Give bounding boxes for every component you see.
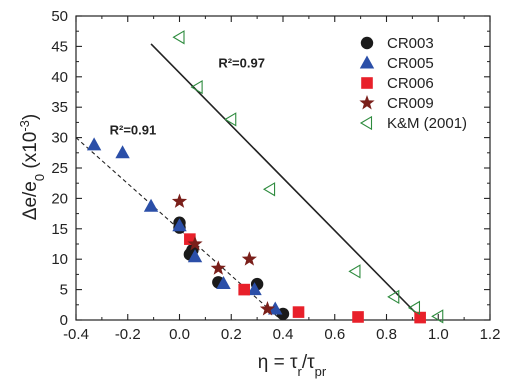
y-tick-label: 30 (51, 130, 68, 147)
legend-label: CR005 (387, 55, 434, 72)
y-tick-label: 20 (51, 190, 68, 207)
y-tick-label: 45 (51, 38, 68, 55)
data-point (86, 137, 102, 151)
legend-marker (359, 115, 373, 131)
x-tick-label: 0.2 (221, 326, 242, 343)
data-point (262, 182, 276, 197)
y-tick-label: 5 (60, 282, 68, 299)
legend-label: CR003 (387, 35, 434, 52)
data-point (216, 276, 231, 290)
y-tick-label: 50 (51, 8, 68, 25)
data-point (172, 30, 185, 45)
data-point (224, 112, 237, 127)
data-point (184, 233, 196, 245)
fit-r-squared-label: R²=0.91 (110, 123, 157, 138)
data-point (241, 251, 257, 266)
data-point (292, 306, 305, 318)
x-tick-label: -0.2 (115, 326, 141, 343)
y-tick-label: 40 (51, 69, 68, 86)
y-tick-label: 15 (51, 221, 68, 238)
data-point (143, 198, 159, 212)
data-point (171, 193, 188, 208)
y-tick-label: 0 (60, 312, 68, 329)
data-point (247, 282, 262, 296)
data-point (407, 300, 421, 316)
data-points (86, 30, 444, 324)
data-point (172, 218, 187, 232)
legend-marker (359, 55, 375, 69)
legend: CR003 CR005 CR006 CR009 K&M (2001) (359, 35, 467, 132)
data-point (352, 311, 364, 323)
y-tick-label: 35 (51, 99, 68, 116)
x-tick-label: 0.0 (169, 326, 190, 343)
data-point (115, 145, 130, 159)
legend-label: CR009 (387, 95, 434, 112)
data-point (187, 236, 203, 251)
axes: -0.4 -0.2 0.0 0.2 0.4 0.6 0.8 1.0 1.2 0 5 10 15 20 25 3… (51, 8, 500, 343)
data-point (190, 79, 203, 95)
y-tick-label: 10 (51, 251, 68, 268)
x-tick-label: 0.6 (324, 326, 345, 343)
data-point (268, 301, 283, 315)
data-point (259, 301, 276, 316)
data-point (238, 283, 250, 296)
data-point (210, 260, 226, 275)
legend-label: K&M (2001) (387, 115, 467, 132)
solid-fit-line (150, 43, 424, 321)
x-axis-title: η = τr/τpr (258, 352, 327, 379)
fit-r-squared-label: R²=0.97 (218, 56, 265, 71)
data-point (414, 311, 426, 324)
x-tick-label: -0.4 (63, 326, 89, 343)
x-tick-label: 1.2 (480, 326, 501, 343)
data-point (348, 264, 361, 279)
legend-marker (361, 77, 373, 89)
x-tick-label: 0.4 (273, 326, 294, 343)
y-axis-title: Δe/e0 (x10-3) (17, 114, 47, 220)
data-point (187, 249, 203, 263)
legend-marker (360, 36, 374, 50)
x-tick-label: 1.0 (428, 326, 449, 343)
data-point (431, 309, 444, 324)
legend-marker (359, 95, 375, 110)
data-point (387, 289, 400, 305)
legend-label: CR006 (387, 75, 434, 92)
x-tick-label: 0.8 (376, 326, 397, 343)
y-tick-label: 25 (51, 160, 68, 177)
